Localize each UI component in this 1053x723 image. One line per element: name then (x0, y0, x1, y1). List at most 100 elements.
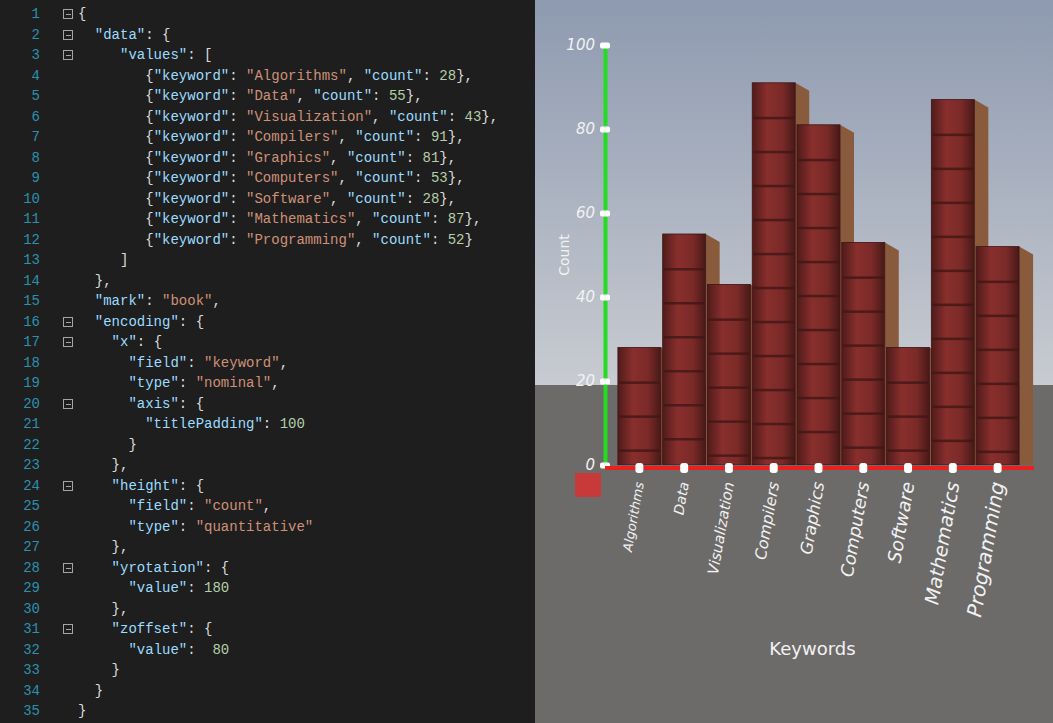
code-punct: }, (78, 457, 128, 473)
code-text: "titlePadding": 100 (78, 414, 305, 435)
spine-band (843, 344, 884, 347)
bar (618, 347, 661, 465)
code-punct (78, 498, 128, 514)
code-key: "keyword" (154, 88, 230, 104)
code-punct: } (465, 232, 473, 248)
code-text: }, (78, 271, 112, 292)
line-number: 1 (0, 4, 40, 25)
spine-band (843, 446, 884, 449)
code-key: "field" (128, 498, 187, 514)
code-line: 27 }, (0, 537, 535, 558)
fold-marker[interactable] (63, 50, 73, 60)
spine-band (977, 281, 1018, 284)
y-tick-label: 0 (585, 456, 595, 474)
code-punct: { (78, 232, 154, 248)
code-text: {"keyword": "Software", "count": 28}, (78, 189, 456, 210)
code-key: "field" (128, 355, 187, 371)
spine-band (932, 440, 973, 443)
code-text: } (78, 681, 103, 702)
code-text: "values": [ (78, 45, 212, 66)
x-tick-label: Programming (962, 480, 1009, 619)
code-punct: }, (78, 273, 112, 289)
spine-band (977, 315, 1018, 318)
spine-band (798, 397, 839, 400)
spine-band (932, 202, 973, 205)
spine-band (753, 151, 794, 154)
code-punct: : { (179, 478, 204, 494)
line-number: 5 (0, 86, 40, 107)
code-key: "x" (112, 334, 137, 350)
code-string: "Mathematics" (246, 211, 355, 227)
spine-band (843, 378, 884, 381)
spine-band (798, 227, 839, 230)
x-tick-marker (680, 463, 688, 473)
code-punct: : (229, 129, 246, 145)
code-punct: : { (137, 334, 162, 350)
code-line: 19 "type": "nominal", (0, 373, 535, 394)
code-punct: : (229, 88, 246, 104)
y-axis-line (604, 46, 608, 466)
code-text: } (78, 701, 86, 722)
x-tick: Compilers (751, 463, 783, 561)
code-key: "count" (389, 109, 448, 125)
y-tick-label: 100 (566, 36, 595, 54)
fold-marker[interactable] (63, 624, 73, 634)
bar (976, 247, 1019, 465)
spine-band (932, 236, 973, 239)
spine-band (753, 389, 794, 392)
x-tick: Computers (837, 463, 873, 578)
code-line: 1{ (0, 4, 535, 25)
fold-marker[interactable] (63, 337, 73, 347)
code-punct: }, (465, 211, 482, 227)
x-tick-marker (635, 463, 643, 473)
code-line: 7 {"keyword": "Compilers", "count": 91}, (0, 127, 535, 148)
code-punct: { (78, 68, 154, 84)
spine-band (753, 457, 794, 460)
code-string: "Programming" (246, 232, 355, 248)
code-key: "keyword" (154, 191, 230, 207)
code-punct (78, 642, 128, 658)
y-axis-title: Count (556, 234, 572, 276)
code-number: 100 (280, 416, 305, 432)
x-tick: Software (883, 463, 918, 564)
code-line: 6 {"keyword": "Visualization", "count": … (0, 107, 535, 128)
code-string: "Graphics" (246, 150, 330, 166)
spine-band (798, 363, 839, 366)
fold-marker[interactable] (63, 563, 73, 573)
code-punct (78, 355, 128, 371)
spine-band (753, 253, 794, 256)
code-punct: { (78, 211, 154, 227)
code-punct: } (78, 683, 103, 699)
spine-band (932, 304, 973, 307)
bars (618, 83, 1033, 465)
fold-marker[interactable] (63, 399, 73, 409)
spine-band (843, 310, 884, 313)
code-punct: }, (448, 170, 465, 186)
code-text: "data": { (78, 25, 170, 46)
code-text: {"keyword": "Algorithms", "count": 28}, (78, 66, 473, 87)
fold-marker[interactable] (63, 481, 73, 491)
code-punct (78, 293, 95, 309)
spine-band (664, 370, 705, 373)
spine-band (753, 287, 794, 290)
code-text: } (78, 660, 120, 681)
fold-marker[interactable] (63, 30, 73, 40)
code-text: {"keyword": "Compilers", "count": 91}, (78, 127, 465, 148)
code-punct (78, 334, 112, 350)
code-punct: }, (78, 601, 128, 617)
x-tick-label: Compilers (751, 480, 783, 561)
code-text: ] (78, 250, 128, 271)
code-number: 81 (423, 150, 440, 166)
code-punct: }, (406, 88, 423, 104)
code-punct: }, (456, 68, 473, 84)
fold-marker[interactable] (63, 317, 73, 327)
code-key: "axis" (128, 396, 178, 412)
spine-band (619, 449, 660, 452)
y-tick-label: 40 (576, 288, 595, 306)
y-tick-marker (600, 127, 610, 133)
code-punct: : (229, 68, 246, 84)
spine-band (708, 318, 749, 321)
fold-marker[interactable] (63, 9, 73, 19)
code-key: "count" (347, 150, 406, 166)
code-punct: : (179, 375, 196, 391)
